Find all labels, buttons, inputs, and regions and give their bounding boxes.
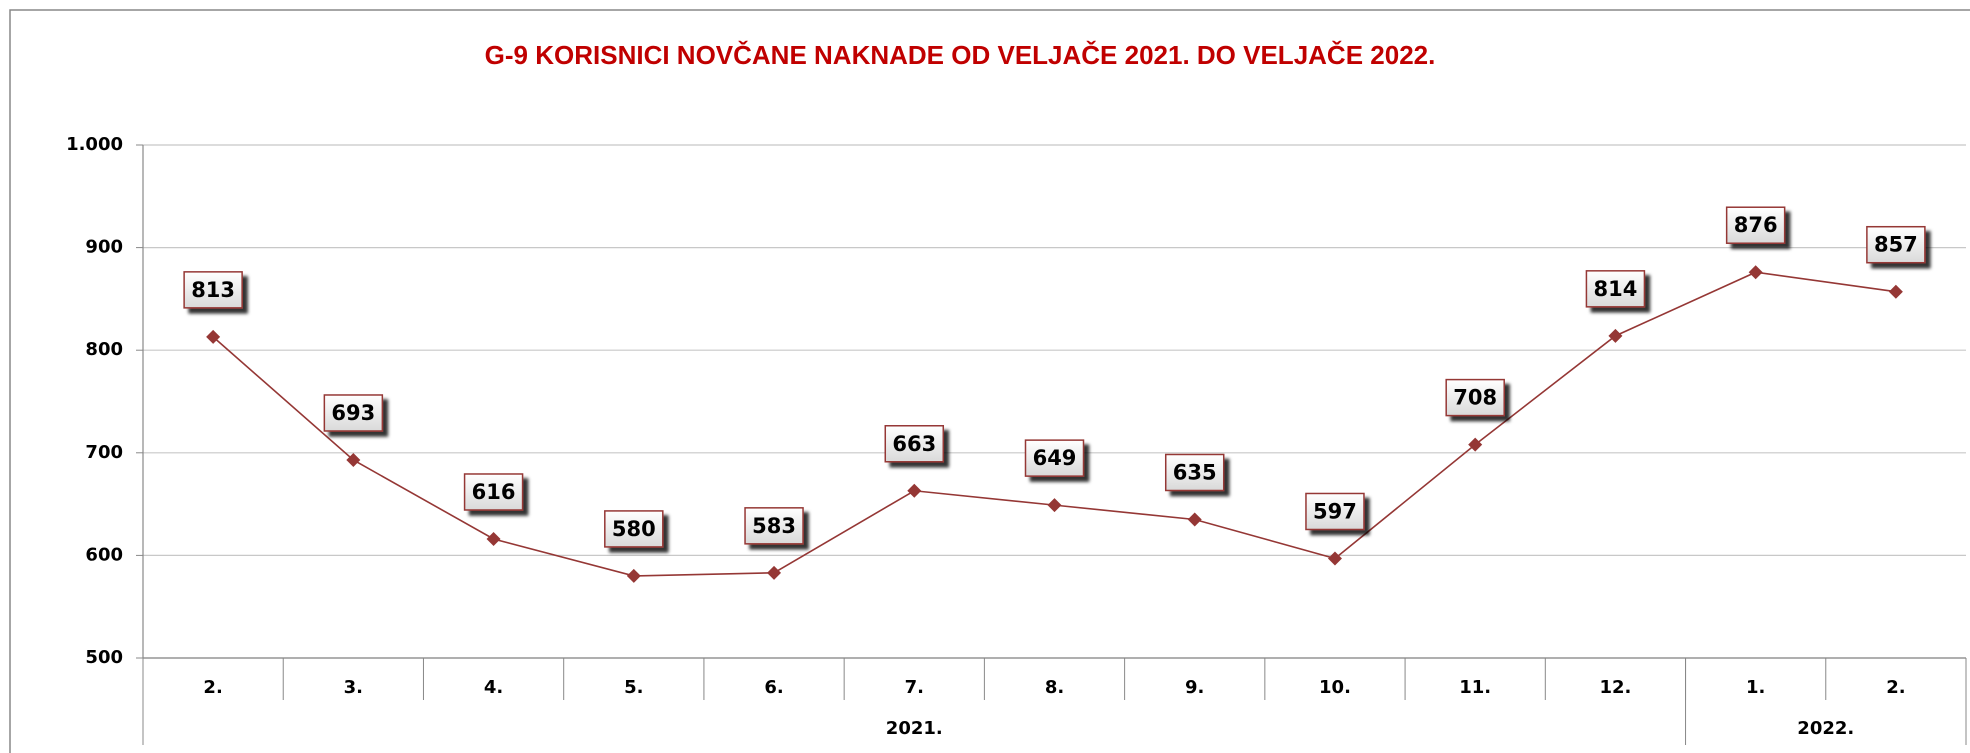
marker [907, 483, 922, 498]
data-label: 597 [1313, 499, 1357, 523]
x-tick-label: 12. [1599, 677, 1631, 698]
marker [1468, 437, 1483, 452]
marker [626, 568, 641, 583]
data-label-box [604, 510, 664, 548]
data-label-box [323, 394, 384, 432]
marker [1608, 328, 1623, 343]
marker [1888, 284, 1903, 299]
data-label: 814 [1594, 277, 1638, 301]
data-label-box [1024, 439, 1085, 477]
data-label-box [744, 507, 804, 545]
data-label-box [1585, 270, 1646, 308]
data-label: 580 [612, 517, 656, 541]
x-tick-label: 5. [624, 677, 643, 698]
marker [1327, 551, 1342, 566]
data-label: 857 [1874, 233, 1918, 257]
x-group-label: 2022. [1797, 718, 1854, 739]
data-label-box [1445, 378, 1505, 417]
data-label-box [1866, 225, 1926, 264]
marker [767, 565, 782, 580]
x-tick-label: 6. [764, 677, 783, 698]
x-tick-label: 2. [203, 677, 222, 698]
chart-title: G-9 KORISNICI NOVČANE NAKNADE OD VELJAČE… [485, 40, 1436, 70]
x-tick-label: 3. [344, 677, 363, 698]
y-tick-label: 800 [85, 339, 123, 360]
data-label-box [1725, 206, 1786, 244]
data-label: 635 [1173, 460, 1217, 484]
data-label: 649 [1033, 446, 1077, 470]
data-label: 583 [752, 514, 796, 538]
y-tick-label: 700 [85, 442, 123, 463]
x-tick-label: 11. [1459, 677, 1491, 698]
data-label-box [1164, 453, 1225, 492]
x-tick-label: 9. [1185, 677, 1204, 698]
x-group-label: 2021. [886, 718, 943, 739]
chart-frame [9, 9, 1970, 753]
data-label: 616 [472, 480, 516, 504]
data-label-box [1305, 492, 1365, 531]
data-label: 693 [331, 401, 375, 425]
marker [346, 452, 361, 467]
x-tick-label: 10. [1319, 677, 1351, 698]
data-label: 708 [1453, 386, 1497, 410]
marker [1187, 512, 1202, 527]
marker [1748, 265, 1763, 280]
marker [206, 329, 221, 344]
marker [486, 531, 501, 546]
data-label: 876 [1734, 213, 1778, 237]
x-tick-label: 4. [484, 677, 503, 698]
data-label-box [884, 425, 945, 463]
y-tick-label: 900 [85, 237, 123, 258]
marker [1047, 498, 1062, 513]
x-tick-label: 7. [905, 677, 924, 698]
data-label-box [463, 473, 524, 511]
data-label: 813 [191, 278, 235, 302]
y-tick-label: 600 [85, 544, 123, 565]
data-label: 663 [892, 432, 936, 456]
x-tick-label: 1. [1746, 677, 1765, 698]
y-tick-label: 500 [85, 647, 123, 668]
y-tick-label: 1.000 [66, 134, 123, 155]
x-tick-label: 8. [1045, 677, 1064, 698]
x-tick-label: 2. [1886, 677, 1905, 698]
data-label-box [183, 271, 243, 309]
